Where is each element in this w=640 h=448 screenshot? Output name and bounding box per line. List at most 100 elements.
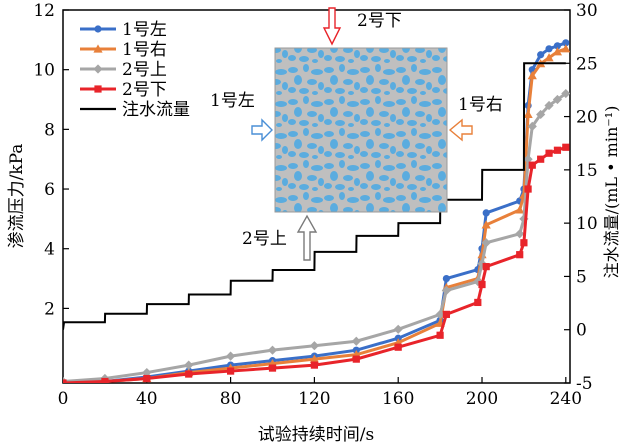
data-point	[537, 155, 545, 163]
right-y-tick-label: -5	[576, 374, 593, 394]
data-point	[523, 154, 533, 164]
data-point	[544, 53, 554, 62]
legend-label: 1号左	[122, 20, 167, 40]
data-point	[561, 88, 570, 99]
right-y-tick-label: 15	[576, 161, 598, 181]
legend-label: 注水流量	[122, 100, 190, 120]
data-point	[143, 374, 151, 383]
data-point	[516, 251, 524, 259]
data-point	[226, 351, 236, 361]
data-point	[267, 345, 278, 355]
label-left: 1号左	[210, 91, 255, 111]
data-point	[441, 285, 451, 296]
data-point	[101, 377, 109, 383]
data-point	[227, 367, 235, 375]
right-y-tick-label: 30	[576, 1, 598, 21]
arrow-right-icon	[251, 118, 273, 142]
left-y-tick-label: 2	[44, 299, 55, 319]
x-tick-label: 80	[220, 389, 242, 409]
data-point	[142, 367, 152, 378]
arrow-left-icon	[448, 118, 473, 142]
data-point	[393, 324, 403, 334]
right-y-tick-label: 5	[576, 267, 587, 287]
data-point	[185, 370, 193, 378]
label-bottom: 2号上	[242, 229, 287, 249]
data-point	[562, 143, 570, 151]
right-y-tick-label: 25	[576, 54, 598, 74]
sample-photo	[274, 47, 448, 213]
legend-label: 2号下	[122, 80, 167, 100]
x-tick-label: 0	[58, 389, 69, 409]
legend-swatch-marker	[93, 64, 103, 74]
data-point	[561, 44, 570, 53]
data-point	[520, 239, 528, 247]
plot-frame	[62, 9, 571, 384]
data-point	[442, 274, 450, 283]
arrow-up-icon	[296, 214, 318, 261]
data-point	[309, 341, 320, 351]
data-point	[536, 109, 546, 120]
data-point	[478, 280, 486, 289]
x-tick-label: 120	[298, 389, 330, 409]
series-line	[63, 145, 567, 383]
arrow-down-icon	[322, 7, 342, 46]
data-point	[545, 45, 553, 53]
data-point	[552, 47, 563, 56]
x-tick-label: 200	[466, 389, 498, 409]
data-point	[184, 360, 194, 370]
left-y-tick-label: 10	[33, 61, 55, 81]
x-tick-label: 160	[382, 389, 414, 409]
x-tick-label: 40	[136, 389, 158, 409]
data-point	[351, 336, 361, 346]
data-point	[544, 100, 554, 111]
right-y-tick-label: 10	[576, 214, 598, 234]
left-y-tick-label: 6	[44, 180, 55, 200]
data-point	[524, 185, 532, 193]
data-point	[310, 361, 319, 369]
series-pressure	[63, 143, 570, 383]
right-y-axis-ticks: -5 0 5 10 15 20 25 30	[564, 1, 598, 394]
series-group	[63, 39, 570, 383]
x-tick-label: 240	[550, 389, 582, 409]
left-y-tick-label: 8	[44, 120, 55, 140]
data-point	[527, 121, 537, 131]
left-y-axis-ticks: 2 4 6 8 10 12	[33, 1, 69, 319]
data-point	[515, 229, 525, 239]
series-line	[63, 92, 567, 383]
series-line	[63, 47, 567, 383]
data-point	[442, 310, 450, 318]
data-point	[63, 379, 67, 383]
label-right: 1号右	[458, 95, 503, 115]
data-point	[527, 71, 537, 80]
data-point	[394, 343, 402, 351]
data-point	[552, 94, 563, 105]
right-y-axis-label: 注水流量/(mL • min⁻¹)	[602, 106, 621, 279]
data-point	[268, 364, 277, 372]
data-point	[545, 149, 553, 157]
left-y-axis-label: 渗流压力/kPa	[7, 144, 27, 249]
data-point	[523, 109, 533, 119]
data-point	[553, 42, 562, 50]
x-axis-label: 试验持续时间/s	[258, 425, 374, 445]
series-line	[63, 41, 567, 383]
data-point	[477, 259, 487, 269]
data-point	[537, 51, 545, 59]
right-y-tick-label: 20	[576, 108, 598, 128]
series-flow	[63, 62, 566, 330]
right-y-tick-label: 0	[576, 321, 587, 341]
legend-swatch-marker	[93, 44, 103, 53]
legend-swatch-marker	[94, 25, 102, 33]
data-point	[482, 209, 490, 217]
data-point	[528, 161, 536, 169]
data-point	[309, 354, 320, 363]
legend-swatch-marker	[94, 85, 102, 93]
data-point	[481, 238, 491, 248]
series-line	[63, 62, 566, 330]
sample-inset: 2号下 2号上 1号左 1号右	[210, 7, 503, 261]
x-axis-ticks: 0 40 80 120 160 200 240	[58, 377, 582, 409]
data-point	[562, 39, 570, 47]
data-point	[482, 263, 490, 271]
data-point	[481, 220, 491, 229]
